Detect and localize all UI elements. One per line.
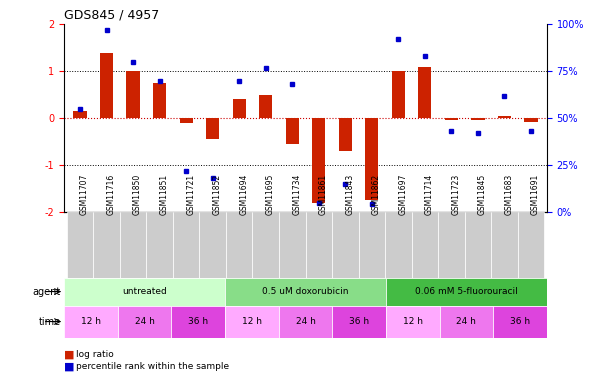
Text: time: time bbox=[39, 316, 61, 327]
Bar bbox=[412, 212, 438, 278]
Bar bbox=[392, 71, 405, 118]
Text: GSM11697: GSM11697 bbox=[398, 174, 408, 215]
Bar bbox=[259, 95, 273, 118]
Bar bbox=[386, 306, 439, 338]
Text: GSM11851: GSM11851 bbox=[159, 174, 169, 215]
Bar bbox=[332, 306, 386, 338]
Text: 24 h: 24 h bbox=[296, 317, 315, 326]
Bar bbox=[332, 212, 359, 278]
Bar bbox=[418, 67, 431, 118]
Bar bbox=[252, 212, 279, 278]
Bar bbox=[153, 83, 166, 118]
Text: GDS845 / 4957: GDS845 / 4957 bbox=[64, 9, 159, 22]
Text: 36 h: 36 h bbox=[188, 317, 208, 326]
Text: GSM11734: GSM11734 bbox=[292, 174, 301, 215]
Text: GSM11695: GSM11695 bbox=[266, 174, 275, 215]
Bar bbox=[206, 118, 219, 139]
Bar bbox=[498, 116, 511, 118]
Bar bbox=[180, 118, 193, 123]
Bar bbox=[100, 53, 113, 118]
Bar bbox=[464, 212, 491, 278]
Bar bbox=[493, 306, 547, 338]
Bar bbox=[491, 212, 518, 278]
Bar bbox=[338, 118, 352, 151]
Bar bbox=[365, 118, 378, 200]
Bar bbox=[147, 212, 173, 278]
Bar bbox=[199, 212, 226, 278]
Bar bbox=[359, 212, 385, 278]
Bar bbox=[233, 99, 246, 118]
Text: percentile rank within the sample: percentile rank within the sample bbox=[76, 362, 230, 371]
Bar bbox=[524, 118, 538, 122]
Bar bbox=[126, 71, 140, 118]
Text: GSM11861: GSM11861 bbox=[319, 174, 327, 215]
Text: GSM11683: GSM11683 bbox=[505, 174, 513, 215]
Text: GSM11714: GSM11714 bbox=[425, 174, 434, 215]
Bar bbox=[439, 306, 493, 338]
Text: 12 h: 12 h bbox=[81, 317, 101, 326]
Text: 12 h: 12 h bbox=[242, 317, 262, 326]
Bar bbox=[67, 212, 93, 278]
Text: GSM11852: GSM11852 bbox=[213, 174, 222, 215]
Bar bbox=[279, 212, 306, 278]
Text: log ratio: log ratio bbox=[76, 350, 114, 359]
Bar bbox=[225, 306, 279, 338]
Text: GSM11850: GSM11850 bbox=[133, 174, 142, 215]
Text: GSM11723: GSM11723 bbox=[452, 174, 460, 215]
Bar bbox=[226, 212, 252, 278]
Text: ■: ■ bbox=[64, 350, 75, 359]
Bar bbox=[386, 278, 547, 306]
Text: GSM11707: GSM11707 bbox=[80, 174, 89, 215]
Text: GSM11845: GSM11845 bbox=[478, 174, 487, 215]
Bar bbox=[471, 118, 485, 120]
Text: 0.5 uM doxorubicin: 0.5 uM doxorubicin bbox=[262, 287, 349, 296]
Bar bbox=[118, 306, 172, 338]
Bar bbox=[120, 212, 147, 278]
Bar bbox=[173, 212, 199, 278]
Text: 0.06 mM 5-fluorouracil: 0.06 mM 5-fluorouracil bbox=[415, 287, 518, 296]
Bar bbox=[73, 111, 87, 118]
Text: GSM11721: GSM11721 bbox=[186, 174, 195, 215]
Bar bbox=[285, 118, 299, 144]
Bar bbox=[312, 118, 326, 202]
Text: 24 h: 24 h bbox=[456, 317, 477, 326]
Bar bbox=[93, 212, 120, 278]
Bar bbox=[279, 306, 332, 338]
Text: 12 h: 12 h bbox=[403, 317, 423, 326]
Bar bbox=[438, 212, 464, 278]
Text: GSM11716: GSM11716 bbox=[106, 174, 115, 215]
Text: GSM11694: GSM11694 bbox=[239, 174, 248, 215]
Bar bbox=[225, 278, 386, 306]
Text: 36 h: 36 h bbox=[510, 317, 530, 326]
Bar bbox=[445, 118, 458, 120]
Text: 24 h: 24 h bbox=[134, 317, 155, 326]
Text: ■: ■ bbox=[64, 362, 75, 372]
Bar bbox=[385, 212, 412, 278]
Text: untreated: untreated bbox=[122, 287, 167, 296]
Text: agent: agent bbox=[33, 286, 61, 297]
Text: GSM11691: GSM11691 bbox=[531, 174, 540, 215]
Bar bbox=[64, 278, 225, 306]
Text: 36 h: 36 h bbox=[349, 317, 369, 326]
Text: GSM11843: GSM11843 bbox=[345, 174, 354, 215]
Bar bbox=[306, 212, 332, 278]
Bar bbox=[64, 306, 118, 338]
Bar bbox=[518, 212, 544, 278]
Text: GSM11862: GSM11862 bbox=[372, 174, 381, 215]
Bar bbox=[172, 306, 225, 338]
